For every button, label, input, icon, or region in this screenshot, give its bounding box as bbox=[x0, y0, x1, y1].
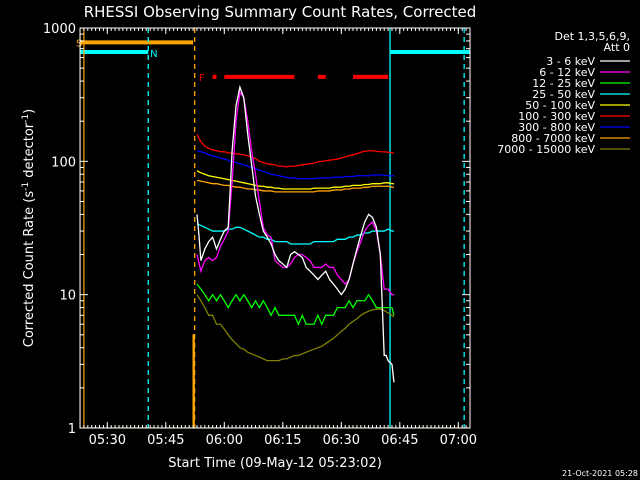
bands-layer bbox=[80, 40, 470, 79]
legend-label-300-800-kev: 300 - 800 keV bbox=[518, 121, 595, 134]
series-line-300-800-kev bbox=[196, 150, 394, 180]
legend-header-line-2: Att 0 bbox=[604, 41, 630, 54]
series-line-7000-15000-kev bbox=[196, 294, 395, 362]
x-tick-label: 06:15 bbox=[264, 433, 301, 448]
series-line-100-300-kev bbox=[196, 133, 395, 168]
y-tick-label: 100 bbox=[51, 155, 76, 170]
legend-label-6-12-kev: 6 - 12 keV bbox=[539, 66, 595, 79]
series-layer bbox=[80, 28, 470, 428]
legend-label-800-7000-kev: 800 - 7000 keV bbox=[511, 132, 595, 145]
series-line-12-25-kev bbox=[196, 283, 395, 326]
annotations-layer: S N F bbox=[76, 38, 205, 83]
legend-label-25-50-kev: 25 - 50 keV bbox=[532, 88, 595, 101]
series-line-50-100-kev bbox=[196, 170, 394, 190]
x-tick-label: 05:30 bbox=[89, 433, 126, 448]
series-line-25-50-kev bbox=[196, 223, 394, 245]
x-tick-label: 06:00 bbox=[206, 433, 243, 448]
legend-label-7000-15000-kev: 7000 - 15000 keV bbox=[497, 143, 595, 156]
y-tick-label: 1 bbox=[68, 422, 76, 437]
chart-title: RHESSI Observing Summary Count Rates, Co… bbox=[84, 3, 477, 21]
y-axis-label-superscript: -1 bbox=[21, 182, 31, 191]
x-tick-label: 06:30 bbox=[323, 433, 360, 448]
series-line-6-12-kev bbox=[196, 90, 394, 296]
series-line-800-7000-kev bbox=[196, 179, 394, 193]
y-axis-label-part: ) bbox=[22, 109, 37, 114]
vertical-lines-layer bbox=[147, 28, 465, 428]
legend-label-3-6-kev: 3 - 6 keV bbox=[546, 55, 595, 68]
plot-frame bbox=[79, 27, 471, 429]
y-axis-label-part: Corrected Count Rate (s bbox=[22, 191, 37, 348]
x-tick-label: 06:45 bbox=[381, 433, 418, 448]
attenuator-step-line bbox=[80, 28, 470, 428]
y-axis-label-part: detector bbox=[22, 122, 37, 182]
x-axis: 05:30 05:45 06:00 06:15 06:30 06:45 07:00 bbox=[79, 28, 477, 448]
x-tick-label: 05:45 bbox=[147, 433, 184, 448]
x-axis-label: Start Time (09-May-12 05:23:02) bbox=[168, 456, 382, 471]
y-axis-label-superscript: -1 bbox=[21, 114, 31, 123]
legend-label-100-300-kev: 100 - 300 keV bbox=[518, 110, 595, 123]
annotation-f: F bbox=[199, 73, 205, 84]
legend-label-12-25-kev: 12 - 25 keV bbox=[532, 77, 595, 90]
y-tick-label: 10 bbox=[59, 289, 76, 304]
legend-label-50-100-kev: 50 - 100 keV bbox=[525, 99, 595, 112]
y-axis-label: Corrected Count Rate (s-1 detector-1) bbox=[21, 109, 37, 347]
annotation-s: S bbox=[76, 38, 82, 49]
legend-header-line-1: Det 1,3,5,6,9, bbox=[554, 30, 630, 43]
y-tick-label: 1000 bbox=[43, 22, 76, 37]
footer-date: 21-Oct-2021 05:28 bbox=[562, 469, 638, 478]
series-line-3-6-kev bbox=[196, 84, 395, 383]
annotation-n: N bbox=[150, 49, 157, 60]
y-axis: 1 10 100 1000 bbox=[43, 22, 470, 437]
x-tick-label: 07:00 bbox=[440, 433, 477, 448]
